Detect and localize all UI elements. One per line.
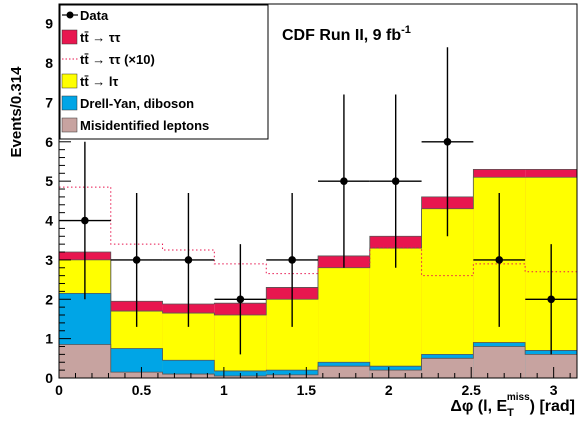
bar-misidentified-leptons-4 [266, 374, 319, 378]
bar-misidentified-leptons-7 [421, 358, 474, 378]
x-axis-label-sub: T [507, 407, 514, 419]
data-point-4 [288, 256, 296, 264]
bar-misidentified-leptons-2 [162, 374, 215, 378]
legend: Data tt̄ → ττ tt̄ → ττ (×10) tt̄ → lτ Drell-… [59, 4, 269, 140]
legend-box [59, 4, 269, 140]
bar-misidentified-leptons-0 [59, 344, 111, 378]
data-point-8 [495, 256, 504, 264]
legend-label-data: Data [80, 8, 109, 23]
y-tick-label-2: 2 [45, 291, 53, 307]
legend-label-drell-yan-diboson: Drell-Yan, diboson [80, 96, 194, 111]
x-axis-label-sup: miss [507, 392, 530, 403]
bar-misidentified-leptons-9 [525, 354, 577, 378]
legend-swatch-tt- [61, 29, 78, 45]
legend-swatch-misidentified-leptons [61, 117, 78, 133]
legend-label-tt-: tt̄ → ττ [80, 30, 121, 45]
x-axis-label-prefix: Δφ (l, E [450, 398, 507, 415]
legend-swatch-tt-l- [61, 73, 78, 89]
x-tick-label-5: 2.5 [461, 382, 481, 398]
x-tick-label-3: 1.5 [297, 382, 317, 398]
y-tick-label-3: 3 [45, 252, 53, 268]
legend-label-tt-10-: tt̄ → ττ (×10) [80, 52, 155, 67]
y-tick-label-1: 1 [45, 331, 53, 347]
data-point-5 [340, 177, 348, 185]
x-tick-label-4: 2 [385, 382, 393, 398]
chart-title-superscript: -1 [401, 24, 411, 36]
y-tick-label-4: 4 [45, 213, 53, 229]
data-point-6 [391, 177, 400, 185]
x-tick-label-0: 0 [55, 382, 63, 398]
bar-drell-yan-diboson-4 [266, 370, 319, 378]
bar-misidentified-leptons-1 [110, 372, 163, 378]
axes: 0 0.5 1 1.5 2 2.5 3 0 1 2 3 4 5 6 7 8 9 [45, 7, 571, 398]
stacked-histogram [59, 168, 577, 378]
legend-marker-data [66, 11, 74, 19]
bar-misidentified-leptons-6 [369, 370, 422, 378]
chart-title-text: CDF Run II, 9 fb [282, 27, 401, 44]
x-tick-label-6: 3 [550, 382, 558, 398]
data-point-1 [132, 256, 141, 264]
bar-misidentified-leptons-5 [318, 366, 370, 378]
bar-misidentified-leptons-8 [473, 346, 526, 378]
outline-misidentified-leptons [59, 344, 577, 377]
y-axis-label: Events/0.314 [8, 66, 25, 158]
bar-drell-yan-diboson-2 [162, 360, 215, 378]
data-point-9 [547, 295, 555, 304]
bar-tt-l--7 [421, 208, 474, 378]
plot-frame [58, 3, 578, 379]
y-tick-label-7: 7 [45, 94, 53, 110]
x-axis-label-suffix: ) [rad] [530, 398, 575, 415]
y-tick-label-8: 8 [45, 55, 53, 71]
data-point-0 [81, 216, 89, 225]
y-tick-label-0: 0 [45, 370, 53, 386]
bar-tt-l--6 [369, 248, 422, 378]
x-tick-label-1: 0.5 [132, 382, 152, 398]
x-axis-label: Δφ (l, ETmiss) [rad] [450, 392, 575, 419]
legend-swatch-drell-yan-diboson [61, 95, 78, 111]
y-tick-label-5: 5 [45, 173, 53, 189]
y-tick-label-9: 9 [45, 16, 53, 32]
data-point-3 [236, 295, 245, 304]
outline-tt-l- [59, 176, 577, 316]
legend-label-tt-l-: tt̄ → lτ [80, 74, 118, 89]
y-tick-label-6: 6 [45, 134, 53, 150]
data-point-7 [443, 137, 452, 146]
data-points [59, 47, 578, 355]
x-tick-label-2: 1 [220, 382, 228, 398]
bar-tt-l--5 [318, 267, 370, 378]
chart-title: CDF Run II, 9 fb-1 [282, 24, 411, 44]
data-point-2 [184, 256, 193, 264]
legend-label-misidentified-leptons: Misidentified leptons [80, 118, 209, 133]
